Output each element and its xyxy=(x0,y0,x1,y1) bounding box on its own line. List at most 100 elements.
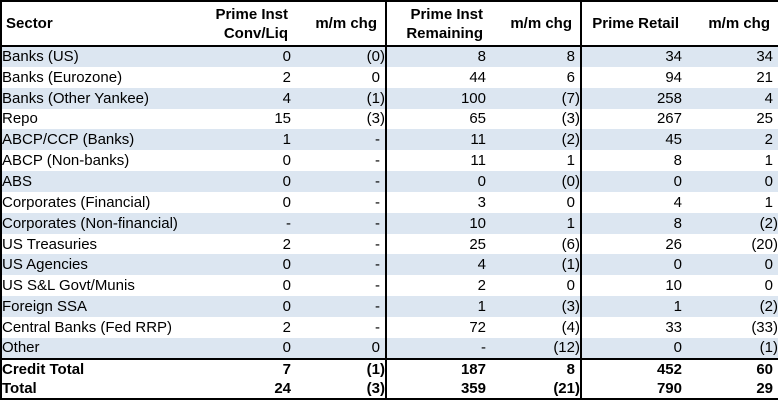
value-cell: 1 xyxy=(282,131,291,149)
header-label-line1: Prime Inst xyxy=(215,5,288,23)
header-label-line1: Prime Inst xyxy=(410,5,483,23)
value-cell: 1 xyxy=(566,152,575,170)
value-cell: 26 xyxy=(580,233,687,255)
value-cell: 21 xyxy=(756,68,773,86)
value-cell: 7 xyxy=(206,357,296,379)
value-cell: (0) xyxy=(561,172,580,190)
value-cell: 8 xyxy=(580,212,687,234)
value-cell: 11 xyxy=(385,129,491,151)
value-cell: 0 xyxy=(580,171,687,192)
value-cell: 2 xyxy=(282,68,291,86)
header-mm-chg-2: m/m chg xyxy=(491,1,581,47)
value-cell: (33) xyxy=(751,318,778,336)
value-cell: (1) xyxy=(759,339,778,357)
table-body: Banks (US) 0 (0) 8 8 34 34 Banks (Eurozone) 2 0 44… xyxy=(1,46,778,359)
sector-cell: Banks (Eurozone) xyxy=(2,68,123,86)
value-cell: 0 xyxy=(764,277,773,295)
sector-cell: Corporates (Financial) xyxy=(2,193,151,211)
value-cell: 45 xyxy=(580,129,687,151)
value-cell: 0 xyxy=(580,337,687,359)
header-label: Prime Retail xyxy=(592,15,679,32)
header-mm-chg-3: m/m chg xyxy=(687,1,778,47)
value-cell: (2) xyxy=(561,131,580,149)
sector-cell: Foreign SSA xyxy=(2,298,88,316)
value-cell: 6 xyxy=(566,68,575,86)
value-cell: 1 xyxy=(764,152,773,170)
header-sector: Sector xyxy=(1,1,206,47)
header-prime-inst-remaining: Prime Inst Remaining xyxy=(385,1,491,47)
value-cell: 1 xyxy=(764,193,773,211)
sector-cell: Other xyxy=(2,339,40,357)
value-cell: 10 xyxy=(385,212,491,234)
value-cell: 8 xyxy=(491,357,581,379)
value-cell: 0 xyxy=(282,256,291,274)
value-cell: (21) xyxy=(553,379,580,397)
sector-cell: Banks (US) xyxy=(2,48,79,66)
header-label: m/m chg xyxy=(315,15,377,32)
value-cell: - xyxy=(375,172,380,190)
table-row: Repo 15 (3) 65 (3) 267 25 xyxy=(1,108,778,130)
value-cell: (2) xyxy=(759,214,778,232)
table-row: ABCP/CCP (Banks) 1 -11 (2) 45 2 xyxy=(1,129,778,151)
sector-cell: Total xyxy=(2,379,37,397)
value-cell: 0 xyxy=(566,277,575,295)
value-cell: 0 xyxy=(580,254,687,276)
value-cell: 0 xyxy=(282,152,291,170)
value-cell: 11 xyxy=(385,150,491,172)
header-mm-chg-1: m/m chg xyxy=(296,1,386,47)
table-row: Foreign SSA 0-1 (3) 1 (2) xyxy=(1,296,778,317)
value-cell: 2 xyxy=(282,318,291,336)
value-cell: 452 xyxy=(580,357,687,379)
value-cell: 258 xyxy=(580,87,687,109)
sector-cell: Banks (Other Yankee) xyxy=(2,89,150,107)
value-cell: 790 xyxy=(580,378,687,399)
value-cell: 2 xyxy=(764,131,773,149)
value-cell: - xyxy=(375,152,380,170)
value-cell: 10 xyxy=(580,275,687,297)
header-label-line2: Remaining xyxy=(406,24,483,42)
value-cell: 34 xyxy=(756,48,773,66)
value-cell: - xyxy=(375,298,380,316)
value-cell: 4 xyxy=(282,89,291,107)
value-cell: 4 xyxy=(580,191,687,213)
value-cell: 187 xyxy=(385,357,491,379)
table-row: Central Banks (Fed RRP) 2 -72 (4) 33 (33) xyxy=(1,316,778,338)
value-cell: 8 xyxy=(580,150,687,172)
value-cell: (6) xyxy=(561,235,580,253)
value-cell: (1) xyxy=(561,256,580,274)
value-cell: 4 xyxy=(764,89,773,107)
table-row: Corporates (Non-financial) - -10 1 8 (2) xyxy=(1,212,778,234)
value-cell: (2) xyxy=(759,298,778,316)
header-row: Sector Prime Inst Conv/Liq m/m chg Prime… xyxy=(1,1,778,47)
table-row: US S&L Govt/Munis 0 -2 0 10 0 xyxy=(1,275,778,297)
value-cell: 0 xyxy=(282,339,291,357)
header-prime-retail: Prime Retail xyxy=(580,1,687,47)
table-row: US Treasuries 2 -25 (6) 26 (20) xyxy=(1,233,778,255)
table-row: Banks (US) 0 (0) 8 8 34 34 xyxy=(1,46,778,67)
value-cell: 0 xyxy=(371,68,380,86)
value-cell: 1 xyxy=(580,296,687,317)
value-cell: 3 xyxy=(385,191,491,213)
value-cell: (3) xyxy=(561,298,580,316)
value-cell: 15 xyxy=(274,110,291,128)
value-cell: 8 xyxy=(566,48,575,66)
value-cell: 2 xyxy=(282,235,291,253)
value-cell: - xyxy=(286,214,291,232)
value-cell: - xyxy=(375,235,380,253)
value-cell: 0 xyxy=(282,193,291,211)
header-prime-inst-conv-liq: Prime Inst Conv/Liq xyxy=(206,1,296,47)
value-cell: 0 xyxy=(282,48,291,66)
value-cell: 0 xyxy=(282,172,291,190)
value-cell: (1) xyxy=(296,357,386,379)
value-cell: - xyxy=(375,214,380,232)
total-row: Credit Total 7 (1) 187 8 452 60 xyxy=(1,357,778,379)
value-cell: 0 xyxy=(282,298,291,316)
value-cell: 100 xyxy=(385,87,491,109)
value-cell: 4 xyxy=(385,254,491,276)
value-cell: 94 xyxy=(580,66,687,88)
value-cell: - xyxy=(375,318,380,336)
sector-cell: US Treasuries xyxy=(2,235,98,253)
sector-cell: US Agencies xyxy=(2,256,88,274)
